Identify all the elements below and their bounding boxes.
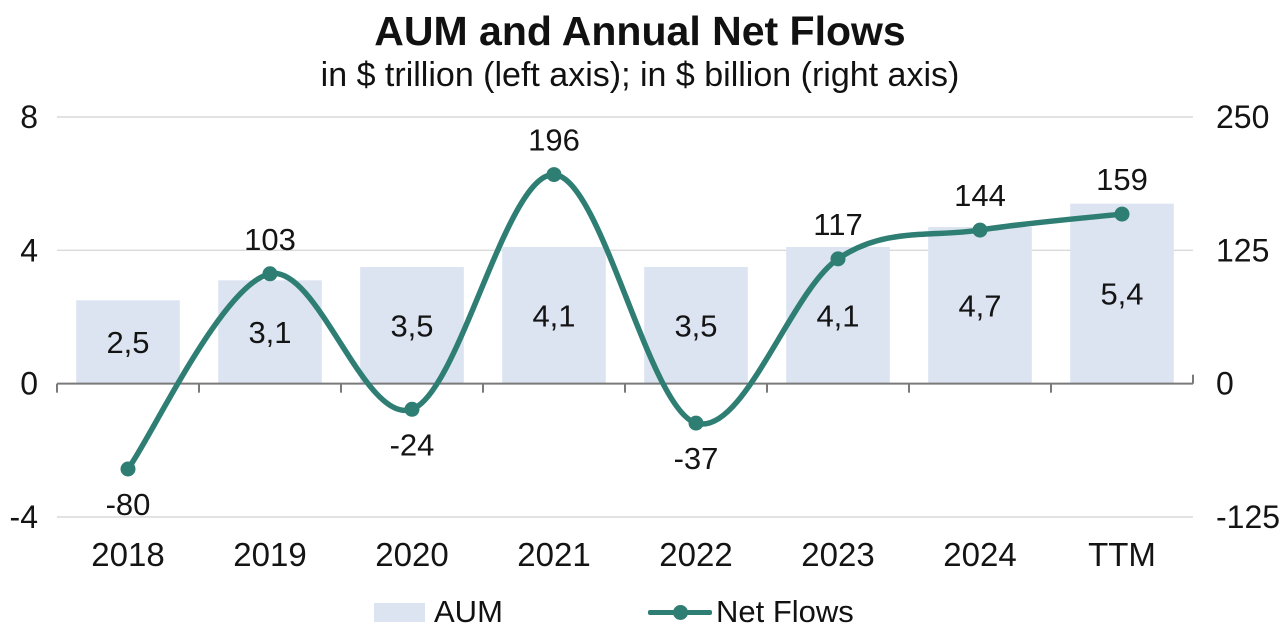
x-category-label: 2018 xyxy=(91,536,164,573)
x-category-label: 2021 xyxy=(517,536,590,573)
netflows-marker xyxy=(546,167,562,183)
bar-value-label: 3,1 xyxy=(248,315,291,350)
netflows-value-label: 159 xyxy=(1096,162,1148,197)
legend-aum-label: AUM xyxy=(434,594,503,629)
netflows-value-label: 144 xyxy=(954,178,1006,213)
netflows-marker xyxy=(120,461,136,477)
netflows-marker xyxy=(830,251,846,267)
netflows-marker xyxy=(688,415,704,431)
bar-value-label: 4,1 xyxy=(532,298,575,333)
x-category-label: 2019 xyxy=(233,536,306,573)
bar-TTM xyxy=(1070,203,1174,384)
aum-swatch-icon xyxy=(374,602,425,622)
left-axis-label: 4 xyxy=(20,232,38,268)
netflows-value-label: -80 xyxy=(106,487,151,522)
legend-item-netflows: Net Flows xyxy=(648,594,854,629)
netflows-marker xyxy=(1114,206,1130,222)
netflows-marker xyxy=(972,222,988,238)
bar-value-label: 4,7 xyxy=(958,288,1001,323)
netflows-line-icon xyxy=(648,603,712,621)
netflows-marker xyxy=(404,401,420,417)
bar-value-label: 3,5 xyxy=(390,308,433,343)
netflows-marker xyxy=(262,266,278,282)
bar-value-label: 4,1 xyxy=(816,298,859,333)
chart-subtitle: in $ trillion (left axis); in $ billion … xyxy=(320,56,960,94)
right-axis-label: -125 xyxy=(1216,499,1280,535)
bar-2023 xyxy=(786,247,890,384)
left-axis-label: 0 xyxy=(20,366,38,402)
netflows-dot-sample xyxy=(673,605,688,620)
legend-netflows-label: Net Flows xyxy=(716,594,854,629)
right-axis-label: 125 xyxy=(1216,232,1269,268)
left-axis-label: 8 xyxy=(20,99,38,135)
netflows-value-label: 117 xyxy=(813,207,862,242)
bar-2021 xyxy=(502,247,606,384)
netflows-value-label: -24 xyxy=(390,427,435,462)
bar-value-label: 3,5 xyxy=(674,308,717,343)
netflows-value-label: -37 xyxy=(674,441,719,476)
x-category-label: 2024 xyxy=(943,536,1016,573)
bar-value-label: 2,5 xyxy=(106,325,149,360)
x-category-label: 2020 xyxy=(375,536,448,573)
netflows-line xyxy=(125,171,1125,472)
x-category-label: 2023 xyxy=(801,536,874,573)
netflows-value-label: 103 xyxy=(244,222,296,257)
chart-title: AUM and Annual Net Flows xyxy=(374,8,906,54)
right-axis-label: 250 xyxy=(1216,99,1269,135)
x-category-label: TTM xyxy=(1088,536,1156,573)
x-category-label: 2022 xyxy=(659,536,732,573)
bar-2022 xyxy=(644,267,748,384)
left-axis-label: -4 xyxy=(10,499,38,535)
bar-2018 xyxy=(76,300,180,384)
plot-area: 2,5 3,1 3,5 4,1 3,5 4,1 4,7 5,4 -80 103 -24 196 -37 1… xyxy=(10,99,1280,573)
right-axis-label: 0 xyxy=(1216,366,1234,402)
bar-value-label: 5,4 xyxy=(1100,277,1143,312)
netflows-value-label: 196 xyxy=(528,123,580,158)
legend-item-aum: AUM xyxy=(374,594,503,629)
bar-2024 xyxy=(928,227,1032,384)
